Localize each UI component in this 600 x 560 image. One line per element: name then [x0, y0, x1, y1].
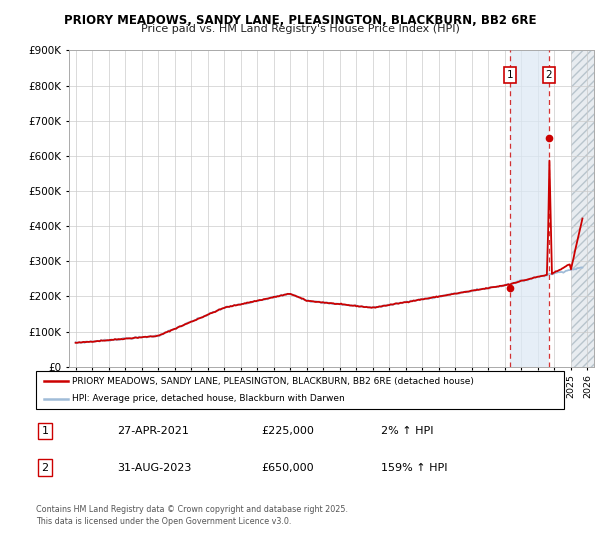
Text: 159% ↑ HPI: 159% ↑ HPI	[381, 463, 448, 473]
Text: 2% ↑ HPI: 2% ↑ HPI	[381, 426, 433, 436]
Text: HPI: Average price, detached house, Blackburn with Darwen: HPI: Average price, detached house, Blac…	[72, 394, 344, 403]
Text: 1: 1	[507, 70, 514, 80]
Text: £650,000: £650,000	[261, 463, 314, 473]
Text: PRIORY MEADOWS, SANDY LANE, PLEASINGTON, BLACKBURN, BB2 6RE (detached house): PRIORY MEADOWS, SANDY LANE, PLEASINGTON,…	[72, 376, 474, 385]
Text: Price paid vs. HM Land Registry's House Price Index (HPI): Price paid vs. HM Land Registry's House …	[140, 24, 460, 34]
Text: 31-AUG-2023: 31-AUG-2023	[117, 463, 191, 473]
Text: 1: 1	[41, 426, 49, 436]
Text: 27-APR-2021: 27-APR-2021	[117, 426, 189, 436]
Bar	[510, 50, 549, 367]
Text: PRIORY MEADOWS, SANDY LANE, PLEASINGTON, BLACKBURN, BB2 6RE: PRIORY MEADOWS, SANDY LANE, PLEASINGTON,…	[64, 14, 536, 27]
Text: Contains HM Land Registry data © Crown copyright and database right 2025.
This d: Contains HM Land Registry data © Crown c…	[36, 505, 348, 526]
Text: £225,000: £225,000	[261, 426, 314, 436]
Bar	[571, 50, 594, 367]
Text: 2: 2	[545, 70, 552, 80]
Text: 2: 2	[41, 463, 49, 473]
